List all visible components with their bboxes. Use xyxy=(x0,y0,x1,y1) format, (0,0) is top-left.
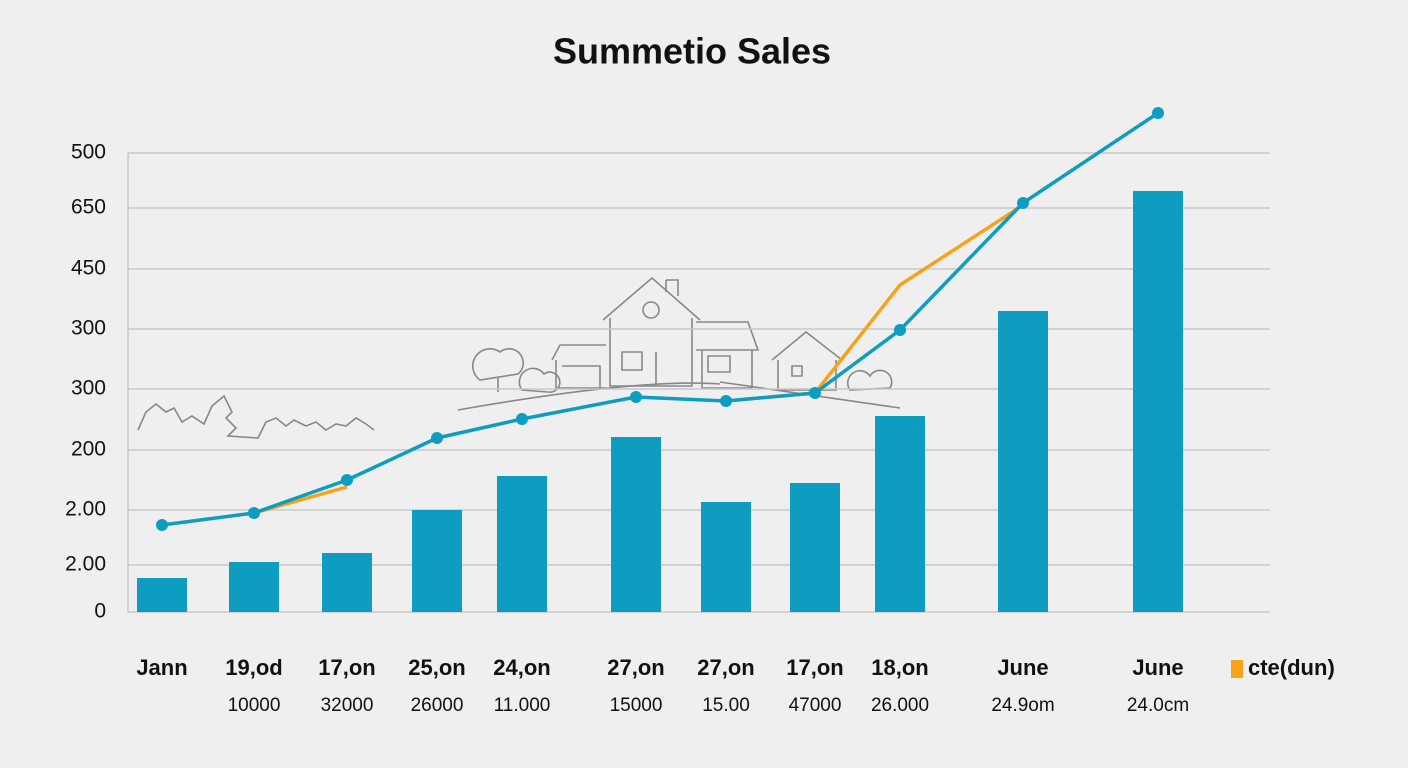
y-tick-label: 300 xyxy=(71,377,106,400)
line-marker xyxy=(809,387,821,399)
x-sublabel: 26000 xyxy=(411,695,464,716)
bar xyxy=(497,476,547,612)
line-marker xyxy=(1017,197,1029,209)
bar xyxy=(875,416,925,612)
line-marker xyxy=(1152,107,1164,119)
x-tick-label: 18,on xyxy=(871,655,928,680)
line-marker xyxy=(720,395,732,407)
chart-title: Summetio Sales xyxy=(553,31,831,72)
y-tick-label: 650 xyxy=(71,196,106,219)
x-tick-label: 25,on xyxy=(408,655,465,680)
bar xyxy=(412,510,462,612)
bar xyxy=(137,578,187,612)
x-tick-label: 27,on xyxy=(697,655,754,680)
y-tick-label: 0 xyxy=(94,600,106,623)
x-tick-label: June xyxy=(1132,655,1183,680)
line-marker xyxy=(630,391,642,403)
y-tick-label: 2.00 xyxy=(65,498,106,521)
x-tick-label: 19,od xyxy=(225,655,282,680)
x-sublabel: 26.000 xyxy=(871,695,929,716)
bar xyxy=(790,483,840,612)
y-tick-label: 200 xyxy=(71,438,106,461)
bar xyxy=(322,553,372,612)
y-tick-label: 450 xyxy=(71,257,106,280)
grid xyxy=(128,152,1270,613)
x-sublabel: 47000 xyxy=(789,695,842,716)
x-tick-label: 17,on xyxy=(318,655,375,680)
bar xyxy=(1133,191,1183,612)
line-marker xyxy=(894,324,906,336)
x-tick-label: June xyxy=(997,655,1048,680)
y-tick-label: 300 xyxy=(71,317,106,340)
x-sublabel: 15000 xyxy=(610,695,663,716)
x-sublabel: 11.000 xyxy=(494,695,551,716)
bar xyxy=(229,562,279,612)
line-marker xyxy=(156,519,168,531)
line-marker xyxy=(248,507,260,519)
x-tick-label: 17,on xyxy=(786,655,843,680)
bar xyxy=(998,311,1048,612)
legend-swatch xyxy=(1231,660,1243,678)
x-sublabel: 32000 xyxy=(321,695,374,716)
x-tick-label: 24,on xyxy=(493,655,550,680)
x-sublabel: 15.00 xyxy=(702,695,750,716)
background-illustration xyxy=(137,276,901,439)
line-marker xyxy=(431,432,443,444)
line-marker xyxy=(341,474,353,486)
x-tick-label: Jann xyxy=(136,655,187,680)
legend-label: cte(dun) xyxy=(1248,655,1335,680)
x-sublabel: 24.0cm xyxy=(1127,695,1189,716)
x-sublabel: 10000 xyxy=(228,695,281,716)
x-sublabel: 24.9om xyxy=(991,695,1054,716)
y-tick-label: 500 xyxy=(71,141,106,164)
bar xyxy=(611,437,661,612)
line-marker xyxy=(516,413,528,425)
bar xyxy=(701,502,751,612)
x-tick-label: 27,on xyxy=(607,655,664,680)
y-tick-label: 2.00 xyxy=(65,553,106,576)
